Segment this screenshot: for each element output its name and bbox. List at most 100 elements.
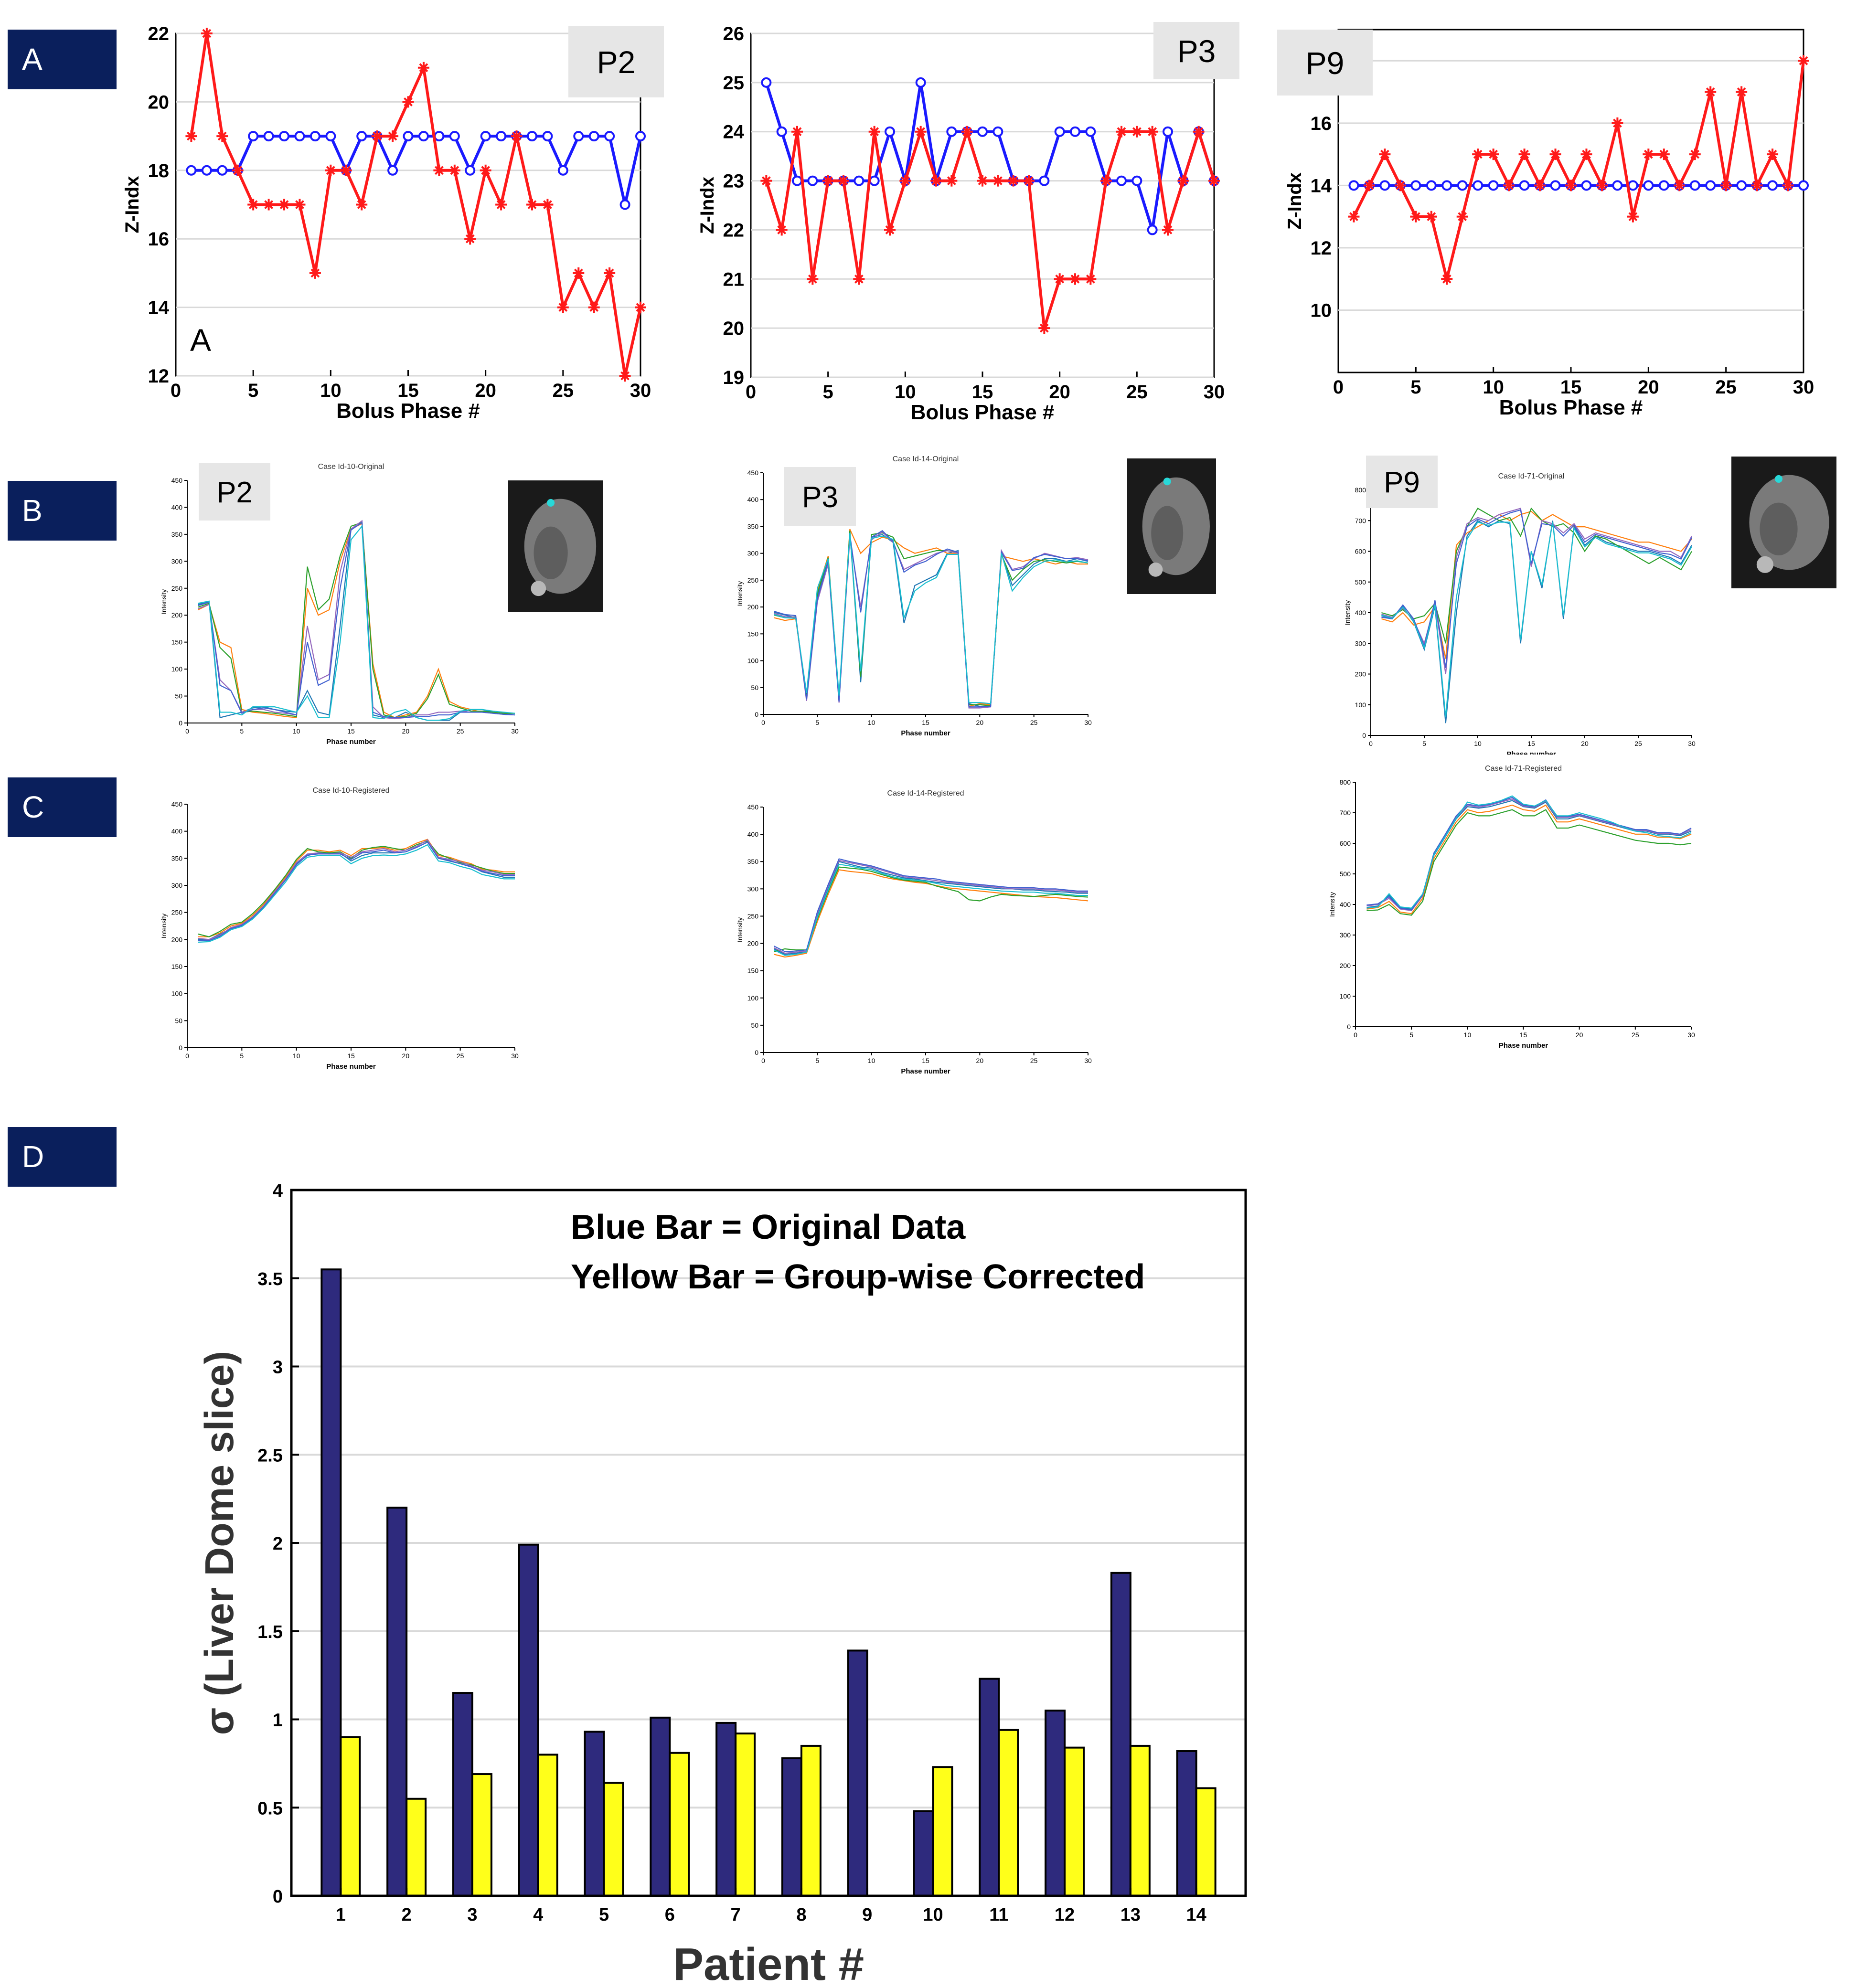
y-tick-label: 50 <box>751 1021 758 1029</box>
data-point-blue <box>263 131 274 142</box>
data-point-red <box>1549 149 1561 160</box>
y-tick-label: 100 <box>747 657 759 665</box>
y-tick-label: 200 <box>171 611 183 619</box>
y-tick-label: 100 <box>171 990 183 998</box>
y-tick-label: 250 <box>171 585 183 592</box>
y-tick-label: 19 <box>723 367 745 388</box>
data-point-blue <box>1705 180 1716 191</box>
data-point-red <box>1038 322 1050 334</box>
data-point-red <box>573 267 585 279</box>
data-point-blue <box>186 165 197 176</box>
bar-original <box>913 1810 934 1897</box>
data-point-blue <box>1379 180 1390 191</box>
liver-thumbnail-bowel <box>531 581 546 596</box>
y-tick-label: 12 <box>1311 238 1332 259</box>
patient-tag-box <box>568 26 664 97</box>
x-tick-label: 5 <box>240 1052 244 1060</box>
data-point-red <box>1689 149 1701 160</box>
y-axis-label: Intensity <box>736 917 744 942</box>
data-point-red <box>495 199 507 211</box>
data-point-blue <box>807 175 818 186</box>
patient-tag-box <box>1277 30 1373 96</box>
data-point-blue <box>1131 175 1142 186</box>
data-point-red <box>340 164 352 176</box>
x-tick-label: 10 <box>1474 740 1482 747</box>
corner-letter: A <box>190 322 211 358</box>
data-point-blue <box>993 126 1003 137</box>
panel-label-d-text: D <box>22 1139 44 1174</box>
y-tick-label: 400 <box>171 503 183 511</box>
data-point-blue <box>496 131 507 142</box>
x-tick-label: 10 <box>1464 1031 1472 1039</box>
chart-b-p3: Case Id-14-Original050100150200250300350… <box>736 455 1216 737</box>
y-tick-label: 0 <box>179 719 182 727</box>
intensity-line-s5 <box>774 530 1089 708</box>
data-point-red <box>868 126 880 138</box>
data-point-blue <box>1658 180 1669 191</box>
bar-plot-frame <box>290 1189 1247 1897</box>
x-tick-label: 20 <box>1581 740 1589 747</box>
y-tick-label: 0 <box>1362 732 1366 739</box>
bar-original <box>386 1507 408 1897</box>
data-point-red <box>1394 180 1406 191</box>
liver-thumbnail-marker <box>1163 478 1171 486</box>
data-point-red <box>1658 149 1670 160</box>
intensity-line-s4 <box>198 520 515 720</box>
x-tick-label: 10 <box>923 1905 943 1925</box>
bar-original <box>781 1757 802 1897</box>
y-tick-label: 700 <box>1340 809 1351 817</box>
data-point-blue <box>776 126 787 137</box>
x-tick-label: 20 <box>402 727 410 735</box>
x-tick-label: 5 <box>815 719 819 726</box>
data-point-red <box>1425 211 1437 223</box>
data-point-red <box>247 199 259 211</box>
chart-title: Case Id-71-Registered <box>1485 765 1562 773</box>
data-point-red <box>1534 180 1546 191</box>
data-point-red <box>822 175 834 187</box>
y-tick-label: 250 <box>747 912 759 920</box>
data-point-red <box>1348 211 1360 223</box>
data-point-red <box>1116 126 1127 138</box>
bar-corrected <box>406 1797 427 1897</box>
bar-original <box>1045 1710 1066 1897</box>
data-point-blue <box>1039 175 1050 186</box>
y-axis-label: Z-Indx <box>1284 172 1305 230</box>
bar-original <box>715 1722 737 1897</box>
data-point-red <box>946 175 958 187</box>
y-tick-label: 100 <box>1340 992 1351 1000</box>
bar-original <box>518 1543 539 1897</box>
x-tick-label: 20 <box>1638 377 1659 398</box>
data-point-red <box>1580 149 1592 160</box>
data-point-blue <box>294 131 305 142</box>
liver-thumbnail-shade <box>1151 506 1184 560</box>
chart-c-p3: Case Id-14-Registered0501001502002503003… <box>736 789 1092 1075</box>
data-point-red <box>216 130 228 142</box>
liver-thumbnail-marker <box>1775 475 1782 483</box>
bar-corrected <box>1064 1746 1085 1897</box>
data-point-blue <box>1581 180 1592 191</box>
data-point-red <box>557 301 569 313</box>
data-point-red <box>1596 180 1608 191</box>
data-point-blue <box>1070 126 1080 137</box>
data-point-blue <box>1488 180 1499 191</box>
chart-d-bars: 00.511.522.533.541 2 3 4 5 6 7 8 9 10 11 12 13 14Blue… <box>197 1181 1247 1987</box>
x-tick-label: 30 <box>1793 377 1814 398</box>
intensity-line-s2 <box>1366 804 1692 914</box>
y-tick-label: 350 <box>171 854 183 862</box>
intensity-line-s4 <box>198 839 515 940</box>
y-tick-label: 100 <box>1355 701 1366 709</box>
bar-original <box>1176 1750 1197 1897</box>
y-tick-label: 16 <box>1311 113 1332 134</box>
x-tick-label: 13 <box>1121 1905 1141 1925</box>
x-axis-label: Phase number <box>901 1067 950 1075</box>
data-point-red <box>480 164 491 176</box>
data-point-blue <box>1085 126 1096 137</box>
data-point-red <box>899 175 911 187</box>
data-point-blue <box>449 131 460 142</box>
data-point-blue <box>604 131 615 142</box>
panel-label-a-text: A <box>22 42 43 76</box>
intensity-line-s3 <box>774 531 1089 707</box>
intensity-line-s1 <box>1381 520 1692 723</box>
patient-tag: P2 <box>216 476 253 509</box>
bar-corrected <box>669 1752 690 1897</box>
